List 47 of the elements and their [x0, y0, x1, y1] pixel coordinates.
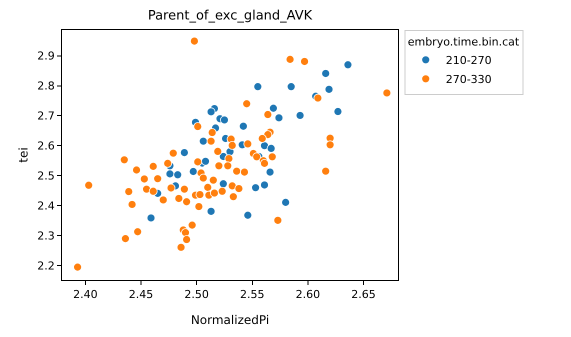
point [266, 168, 274, 176]
point [201, 156, 210, 166]
y-tick-label: 2.8 [37, 80, 55, 93]
point [321, 69, 330, 78]
x-axis-title: NormalizedPi [190, 313, 270, 328]
point [218, 179, 228, 188]
x-tick-label: 2.45 [128, 288, 154, 302]
x-tick-label: 2.65 [351, 288, 376, 302]
point [260, 180, 269, 190]
y-tick-label: 2.2 [37, 259, 55, 272]
x-tick-label: 2.60 [296, 288, 320, 302]
legend-label: 270-330 [446, 73, 492, 86]
point [206, 107, 216, 116]
point [296, 111, 304, 120]
point [166, 169, 174, 178]
point [146, 214, 156, 222]
y-axis-title: tei [16, 147, 31, 163]
point [180, 148, 189, 157]
y-tick-label: 2.3 [37, 229, 55, 242]
chart-title: Parent_of_exc_gland_AVK [148, 8, 313, 24]
point [344, 60, 352, 70]
point [251, 183, 260, 192]
legend-label: 210-270 [446, 54, 492, 68]
y-tick-label: 2.9 [37, 50, 55, 63]
point [334, 107, 342, 116]
point [274, 113, 284, 122]
point [238, 122, 248, 131]
x-tick-label: 2.55 [240, 288, 264, 302]
x-tick-label: 2.40 [73, 288, 98, 302]
legend-title: embryo.time.bin.cat [408, 35, 520, 48]
x-tick-label: 2.50 [184, 288, 209, 302]
point [286, 82, 296, 92]
point [198, 136, 208, 146]
point [206, 206, 216, 216]
point [324, 84, 334, 94]
point [268, 104, 278, 113]
y-tick-label: 2.7 [37, 110, 55, 123]
point [243, 210, 252, 220]
point [253, 82, 262, 92]
y-tick-label: 2.6 [37, 140, 55, 153]
point [281, 198, 290, 207]
y-tick-label: 2.5 [37, 170, 55, 183]
point [266, 144, 276, 153]
point [173, 170, 182, 180]
y-tick-label: 2.4 [37, 200, 55, 213]
point [220, 116, 229, 124]
point [188, 167, 198, 176]
